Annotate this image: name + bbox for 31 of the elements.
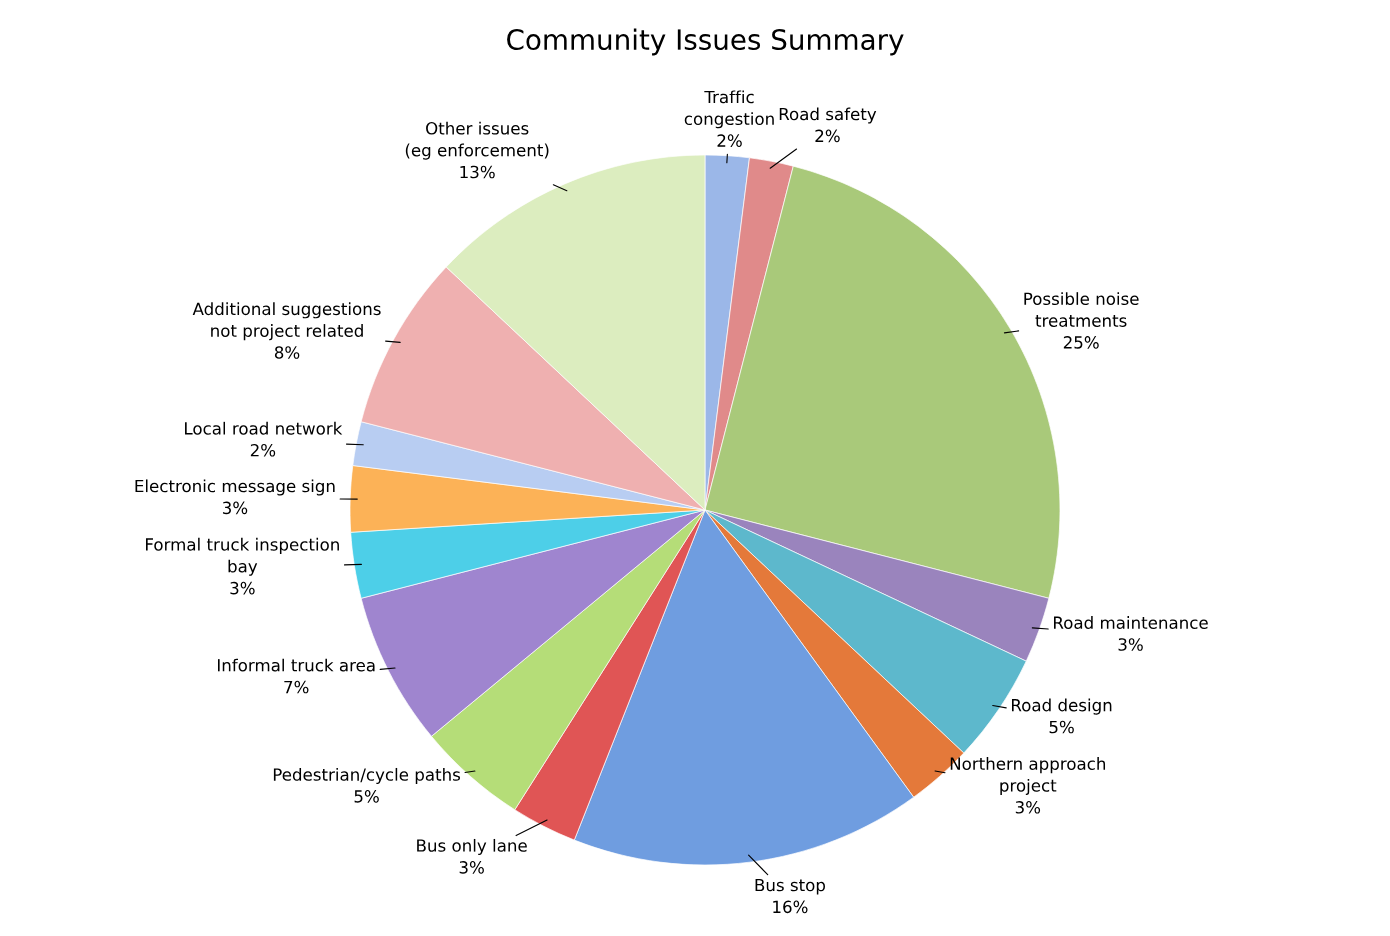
data-label: 3%: [1118, 638, 1143, 651]
data-label: 2%: [815, 129, 840, 143]
slice-label: Pedestrian/cycle paths: [273, 767, 461, 785]
slice-label: Electronic message sign: [135, 479, 335, 496]
slice-label: Bus stop: [755, 878, 826, 895]
data-label: 5%: [354, 790, 379, 803]
slice-label: Road safety: [779, 107, 877, 124]
data-label: 2%: [717, 134, 742, 147]
data-label: 5%: [1049, 720, 1074, 734]
data-label: 7%: [284, 680, 309, 694]
slice-label: Informal truck area: [217, 658, 375, 672]
slice-label: Northern approach project: [950, 757, 1106, 796]
data-label: 16%: [773, 900, 808, 914]
slice-label: Bus only lane: [417, 838, 527, 856]
data-label: 3%: [1015, 801, 1041, 814]
slice-label: Formal truck inspection bay: [146, 537, 339, 576]
slice-label: Additional suggestions not project related: [192, 302, 381, 341]
data-label: 13%: [460, 165, 495, 179]
slice-label: Local road network: [185, 421, 343, 435]
slice-label: Road maintenance: [1054, 616, 1208, 629]
slice-label: Road design: [1011, 698, 1112, 715]
slice-label: Possible noise treatments: [1024, 292, 1139, 327]
slice-label: Other issues (eg enforcement): [405, 121, 549, 160]
chart-title: Community Issues Summary: [507, 28, 904, 56]
data-label: 3%: [230, 581, 255, 595]
data-label: 25%: [1063, 336, 1099, 349]
slice-label: Traffic congestion: [684, 90, 774, 129]
data-label: 8%: [274, 346, 300, 359]
data-label: 3%: [222, 501, 248, 515]
data-label: 2%: [250, 443, 276, 457]
data-label: 3%: [459, 861, 484, 874]
